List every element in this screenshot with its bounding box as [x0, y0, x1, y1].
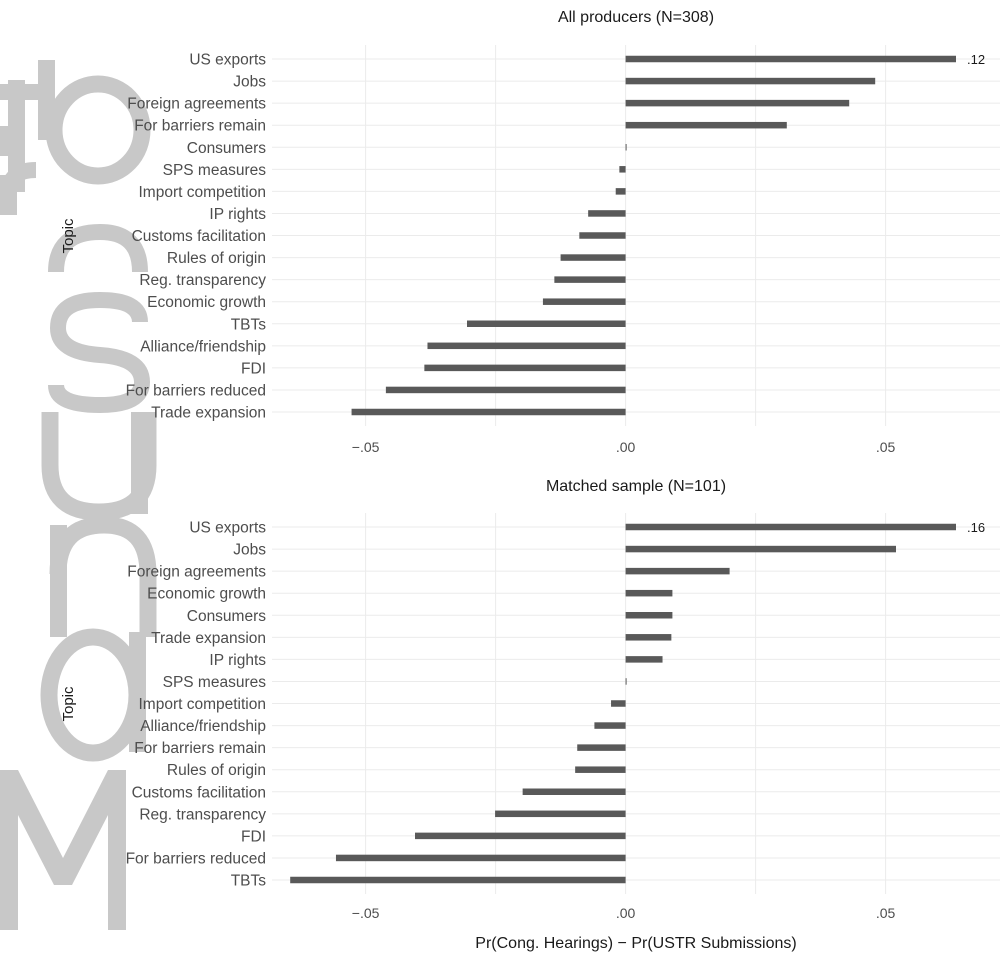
panel-title: Matched sample (N=101) [546, 478, 726, 495]
bar-trade-expansion [625, 634, 672, 641]
x-tick-label: .00 [616, 905, 636, 921]
category-label: Consumers [187, 140, 266, 157]
category-label: For barriers remain [134, 118, 266, 135]
category-label: Rules of origin [167, 762, 266, 779]
category-label: FDI [241, 828, 266, 845]
bar-foreign-agreements [625, 567, 730, 575]
category-label: For barriers reduced [126, 850, 266, 867]
category-label: Economic growth [147, 294, 266, 311]
y-axis-label: Topic [60, 218, 77, 254]
x-tick-label: .00 [616, 439, 636, 455]
bar-consumers [625, 144, 627, 151]
bar-foreign-agreements [625, 99, 850, 107]
bar-rules-of-origin [575, 766, 626, 773]
category-label: For barriers remain [134, 740, 266, 757]
category-label: TBTs [231, 873, 267, 890]
bar-ip-rights [625, 656, 663, 663]
category-label: SPS measures [163, 162, 267, 179]
category-label: Trade expansion [151, 630, 266, 647]
value-annotation: .16 [967, 520, 985, 535]
bar-sps-measures [625, 678, 627, 685]
x-axis-label: Pr(Cong. Hearings) − Pr(USTR Submissions… [475, 935, 796, 952]
bar-economic-growth [542, 298, 626, 305]
category-label: Jobs [233, 74, 266, 91]
category-label: Import competition [139, 696, 267, 713]
category-label: TBTs [231, 316, 267, 333]
bar-consumers [625, 612, 673, 619]
bar-economic-growth [625, 589, 673, 597]
category-label: Customs facilitation [132, 784, 266, 801]
category-label: FDI [241, 360, 266, 377]
category-label: Rules of origin [167, 250, 266, 267]
bar-alliance-friendship [427, 342, 626, 350]
category-label: For barriers reduced [126, 382, 266, 399]
bar-reg-transparency [495, 810, 626, 818]
value-annotation: .12 [967, 52, 985, 67]
category-label: Jobs [233, 542, 266, 559]
x-tick-label: .05 [876, 439, 896, 455]
bar-tbts [290, 876, 626, 884]
bar-customs-facilitation [579, 232, 626, 239]
bar-import-competition [611, 700, 626, 707]
bar-sps-measures [619, 166, 626, 173]
category-label: US exports [189, 520, 266, 537]
bar-trade-expansion [351, 408, 626, 416]
category-label: Reg. transparency [139, 806, 266, 823]
panel-title: All producers (N=308) [558, 9, 714, 26]
bar-import-competition [615, 188, 626, 195]
bar-us-exports [625, 55, 956, 63]
category-label: Alliance/friendship [140, 338, 266, 355]
bar-tbts [467, 320, 626, 327]
bar-for-barriers-remain [577, 744, 626, 751]
bar-jobs [625, 77, 876, 85]
bar-us-exports [625, 523, 956, 531]
bar-for-barriers-reduced [335, 854, 626, 862]
category-label: Foreign agreements [127, 96, 266, 113]
bar-reg-transparency [554, 276, 626, 283]
category-label: Economic growth [147, 586, 266, 603]
category-label: IP rights [209, 652, 266, 669]
category-label: US exports [189, 52, 266, 69]
x-tick-label: −.05 [352, 439, 380, 455]
y-axis-label: Topic [60, 686, 77, 722]
category-label: Foreign agreements [127, 564, 266, 581]
category-label: IP rights [209, 206, 266, 223]
bar-customs-facilitation [522, 788, 626, 795]
category-label: Customs facilitation [132, 228, 266, 245]
x-tick-label: .05 [876, 905, 896, 921]
category-label: Import competition [139, 184, 267, 201]
category-label: Alliance/friendship [140, 718, 266, 735]
bar-alliance-friendship [594, 722, 626, 729]
bar-for-barriers-reduced [385, 386, 626, 394]
bar-fdi [415, 832, 626, 840]
category-label: Consumers [187, 608, 266, 625]
bar-jobs [625, 545, 896, 553]
category-label: SPS measures [163, 674, 267, 691]
x-tick-label: −.05 [352, 905, 380, 921]
bar-fdi [424, 364, 626, 372]
bar-for-barriers-remain [625, 121, 787, 129]
bar-ip-rights [588, 210, 626, 217]
category-label: Reg. transparency [139, 272, 266, 289]
bar-rules-of-origin [560, 254, 626, 261]
category-label: Trade expansion [151, 405, 266, 422]
